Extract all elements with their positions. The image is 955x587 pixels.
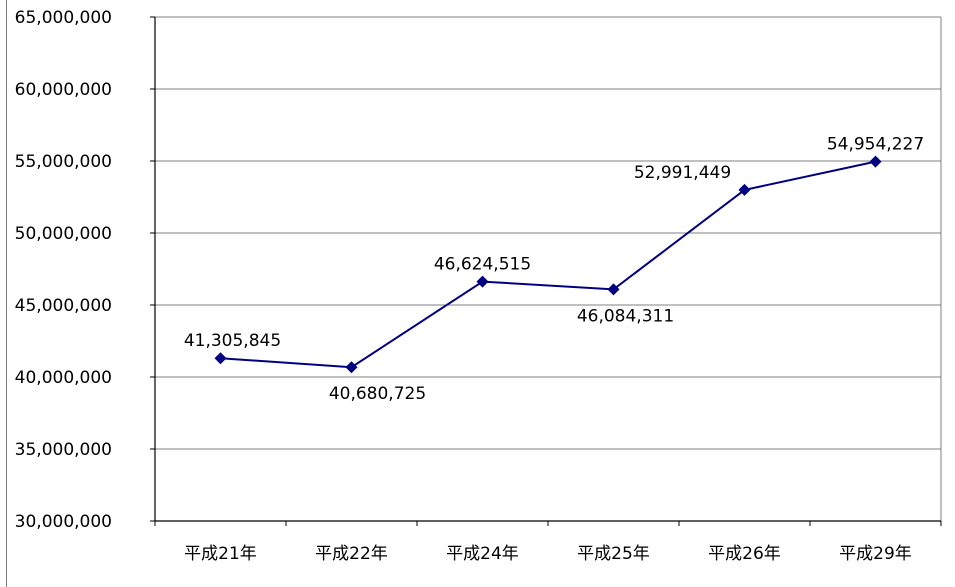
data-point-marker bbox=[869, 155, 882, 168]
x-tick-label: 平成22年 bbox=[315, 544, 388, 564]
frame-border bbox=[6, 0, 7, 587]
y-tick-label: 45,000,000 bbox=[15, 296, 112, 316]
x-tick-label: 平成29年 bbox=[839, 544, 912, 564]
x-axis-tick-labels: 平成21年 平成22年 平成24年 平成25年 平成26年 平成29年 bbox=[184, 544, 912, 564]
series-line bbox=[220, 160, 876, 369]
data-point-marker bbox=[214, 352, 227, 365]
data-labels: 41,305,845 40,680,725 46,624,515 46,084,311… bbox=[184, 135, 924, 405]
data-label: 52,991,449 bbox=[634, 163, 731, 183]
y-axis-tick-labels: 30,000,000 35,000,000 40,000,000 45,000,000… bbox=[15, 8, 112, 532]
x-tick-label: 平成26年 bbox=[708, 544, 781, 564]
data-point-marker bbox=[607, 283, 620, 296]
data-point-marker bbox=[476, 275, 489, 288]
y-tick-label: 35,000,000 bbox=[15, 440, 112, 460]
data-label: 54,954,227 bbox=[827, 135, 924, 155]
y-tick-label: 65,000,000 bbox=[15, 8, 112, 28]
x-tick-label: 平成25年 bbox=[577, 544, 650, 564]
data-point-marker bbox=[738, 183, 751, 196]
y-tick-label: 40,000,000 bbox=[15, 368, 112, 388]
axes bbox=[150, 16, 942, 526]
y-tick-label: 60,000,000 bbox=[15, 80, 112, 100]
data-label: 41,305,845 bbox=[184, 331, 281, 351]
data-point-marker bbox=[345, 361, 358, 374]
series-polyline bbox=[220, 160, 876, 369]
data-label: 46,084,311 bbox=[577, 306, 674, 326]
x-tick-label: 平成21年 bbox=[184, 544, 257, 564]
data-markers bbox=[214, 155, 882, 374]
y-tick-label: 50,000,000 bbox=[15, 224, 112, 244]
x-tick-label: 平成24年 bbox=[446, 544, 519, 564]
y-tick-label: 30,000,000 bbox=[15, 512, 112, 532]
y-tick-label: 55,000,000 bbox=[15, 152, 112, 172]
gridlines bbox=[155, 16, 941, 450]
data-label: 40,680,725 bbox=[329, 384, 426, 404]
data-label: 46,624,515 bbox=[434, 255, 531, 275]
